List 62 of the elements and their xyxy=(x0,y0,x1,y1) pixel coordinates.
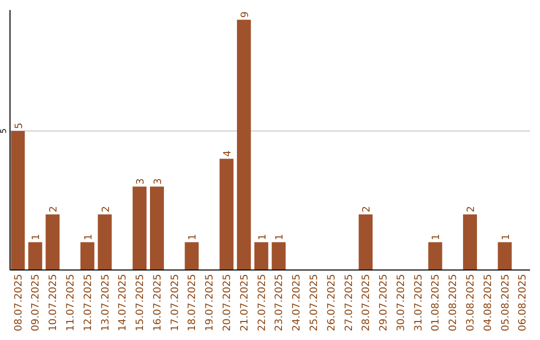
bar xyxy=(428,242,442,270)
x-tick-label: 13.07.2025 xyxy=(100,274,112,332)
data-label: 3 xyxy=(152,178,164,185)
data-label: 4 xyxy=(222,150,234,157)
x-tick-label: 04.08.2025 xyxy=(482,274,494,332)
x-tick-label: 16.07.2025 xyxy=(152,274,164,332)
data-label: 2 xyxy=(100,206,112,212)
x-tick-label: 14.07.2025 xyxy=(118,274,129,332)
x-tick-label: 10.07.2025 xyxy=(48,274,60,332)
x-tick-label: 18.07.2025 xyxy=(187,274,198,332)
bar xyxy=(132,186,147,270)
x-tick-label: 01.08.2025 xyxy=(430,274,442,332)
bar xyxy=(10,130,25,270)
x-tick-label: 09.07.2025 xyxy=(30,274,42,332)
x-tick-label: 26.07.2025 xyxy=(326,274,338,332)
bar xyxy=(46,214,60,270)
x-tick-label: 20.07.2025 xyxy=(222,274,234,332)
bar xyxy=(150,186,164,270)
bar xyxy=(463,214,477,270)
x-tick-label: 11.07.2025 xyxy=(66,274,76,332)
x-tick-label: 15.07.2025 xyxy=(135,274,146,332)
x-tick-label: 02.08.2025 xyxy=(448,274,460,332)
x-tick-label: 12.07.2025 xyxy=(82,274,94,332)
x-tick-label: 24.07.2025 xyxy=(292,274,303,332)
x-tick-label: 30.07.2025 xyxy=(396,274,407,332)
x-tick-label: 28.07.2025 xyxy=(361,274,372,332)
bar xyxy=(272,242,286,270)
data-label: 1 xyxy=(257,234,268,240)
x-tick-label: 08.07.2025 xyxy=(13,274,24,332)
x-tick-label: 21.07.2025 xyxy=(239,274,250,332)
x-tick-label: 25.07.2025 xyxy=(308,274,320,332)
x-tick-label: 17.07.2025 xyxy=(170,274,181,332)
bar xyxy=(80,242,94,270)
data-label: 2 xyxy=(466,206,477,212)
bar xyxy=(98,214,112,270)
x-tick-label: 27.07.2025 xyxy=(344,274,355,332)
bar xyxy=(498,242,512,270)
bar xyxy=(220,158,234,270)
x-tick-label: 19.07.2025 xyxy=(204,274,216,332)
data-label: 2 xyxy=(362,206,373,212)
bar xyxy=(184,242,199,270)
data-label: 3 xyxy=(136,178,147,185)
x-tick-label: 03.08.2025 xyxy=(466,274,476,332)
data-label: 9 xyxy=(240,11,251,18)
data-label: 1 xyxy=(83,234,94,240)
x-tick-label: 06.08.2025 xyxy=(518,274,529,332)
x-tick-label: 22.07.2025 xyxy=(256,274,268,332)
bar xyxy=(28,242,42,270)
bar xyxy=(254,242,268,270)
data-label: 1 xyxy=(188,234,199,240)
bar xyxy=(358,214,373,270)
x-tick-label: 29.07.2025 xyxy=(378,274,390,332)
x-tick-label: 05.08.2025 xyxy=(500,274,512,332)
data-label: 2 xyxy=(48,206,60,212)
data-label: 1 xyxy=(500,234,512,240)
bar xyxy=(236,20,251,270)
data-label: 1 xyxy=(274,234,286,240)
data-label: 1 xyxy=(431,234,442,240)
data-label: 5 xyxy=(14,122,25,129)
data-label: 1 xyxy=(31,234,42,240)
x-tick-label: 23.07.2025 xyxy=(274,274,286,332)
x-tick-label: 31.07.2025 xyxy=(413,274,424,332)
